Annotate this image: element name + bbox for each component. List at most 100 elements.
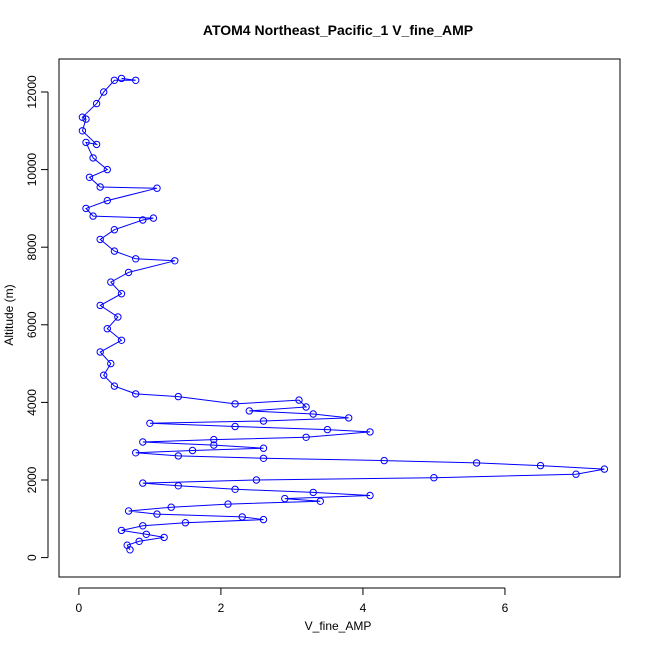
data-point	[245, 407, 254, 415]
data-point	[259, 417, 268, 425]
data-point	[153, 184, 161, 192]
data-point	[259, 454, 268, 462]
data-point	[139, 479, 147, 487]
data-point	[536, 461, 545, 470]
y-axis: 0 2000 4000 6000 8000 10000 12000	[25, 75, 49, 561]
y-axis-label: Altitude (m)	[2, 284, 16, 345]
data-point	[316, 497, 324, 505]
data-point	[82, 115, 90, 123]
data-point	[345, 414, 353, 422]
data-point	[78, 127, 87, 135]
x-tick-label: 6	[502, 601, 509, 615]
series-line	[81, 77, 605, 551]
x-tick-label: 2	[218, 601, 225, 615]
data-point	[110, 247, 119, 255]
data-point	[96, 348, 104, 356]
data-point	[171, 257, 179, 265]
y-tick-label: 6000	[25, 311, 39, 338]
data-point	[295, 396, 303, 404]
data-point	[380, 456, 388, 465]
data-point	[146, 419, 154, 427]
data-point	[309, 488, 317, 497]
data-point	[224, 500, 232, 508]
data-point	[82, 138, 90, 147]
data-point	[124, 268, 133, 277]
data-point	[181, 519, 190, 527]
y-tick-label: 2000	[25, 466, 39, 493]
data-point	[103, 325, 112, 333]
data-point	[107, 359, 115, 368]
data-point	[572, 470, 580, 478]
data-point	[472, 459, 481, 467]
data-point	[100, 371, 108, 379]
y-tick-label: 4000	[25, 389, 39, 416]
data-point	[132, 255, 140, 263]
data-point	[132, 449, 140, 457]
data-point	[103, 165, 112, 174]
data-point	[231, 422, 239, 431]
data-series	[78, 74, 609, 554]
data-point	[107, 278, 115, 286]
data-point	[132, 76, 140, 85]
data-point	[135, 537, 143, 545]
data-point	[366, 428, 374, 436]
data-point	[323, 425, 332, 434]
data-point	[188, 446, 197, 455]
plot-frame	[58, 58, 621, 578]
data-point	[96, 301, 104, 310]
data-point	[92, 140, 101, 149]
y-tick-label: 8000	[25, 234, 39, 261]
y-tick-label: 12000	[25, 75, 39, 109]
data-point	[309, 410, 317, 418]
data-point	[153, 510, 161, 518]
data-point	[114, 313, 122, 321]
data-point	[110, 382, 119, 390]
data-point	[85, 173, 94, 182]
x-axis-label: V_fine_AMP	[305, 619, 372, 633]
data-point	[174, 482, 183, 490]
data-point	[96, 235, 104, 244]
data-point	[259, 515, 268, 524]
y-tick-label: 10000	[25, 153, 39, 187]
data-point	[139, 216, 147, 224]
data-point	[89, 212, 97, 220]
data-point	[430, 474, 438, 482]
data-point	[210, 441, 218, 449]
y-tick-label: 0	[25, 554, 39, 561]
data-point	[139, 522, 147, 530]
data-point	[96, 183, 104, 191]
data-point	[103, 196, 112, 205]
data-point	[92, 99, 101, 108]
data-point	[174, 452, 183, 460]
data-point	[78, 113, 87, 121]
x-tick-label: 0	[76, 601, 83, 615]
data-point	[117, 336, 126, 344]
data-point	[252, 476, 261, 484]
data-point	[174, 392, 183, 401]
data-point	[160, 533, 168, 542]
x-tick-label: 4	[360, 601, 367, 615]
data-point	[366, 491, 374, 500]
data-point	[89, 154, 97, 162]
data-point	[302, 403, 310, 411]
data-point	[210, 435, 218, 444]
data-point	[149, 214, 158, 222]
data-point	[231, 400, 239, 408]
data-point	[231, 485, 239, 493]
data-point	[123, 541, 131, 549]
data-point	[281, 494, 289, 503]
data-point	[82, 204, 90, 213]
data-point	[139, 438, 147, 446]
data-point	[110, 76, 119, 85]
data-point	[132, 390, 140, 398]
data-point	[302, 433, 310, 441]
data-point	[142, 530, 151, 538]
data-point	[167, 503, 175, 511]
data-point	[600, 465, 609, 473]
data-point	[117, 74, 126, 83]
data-point	[117, 526, 126, 535]
data-point	[259, 444, 268, 452]
data-point	[117, 290, 126, 298]
